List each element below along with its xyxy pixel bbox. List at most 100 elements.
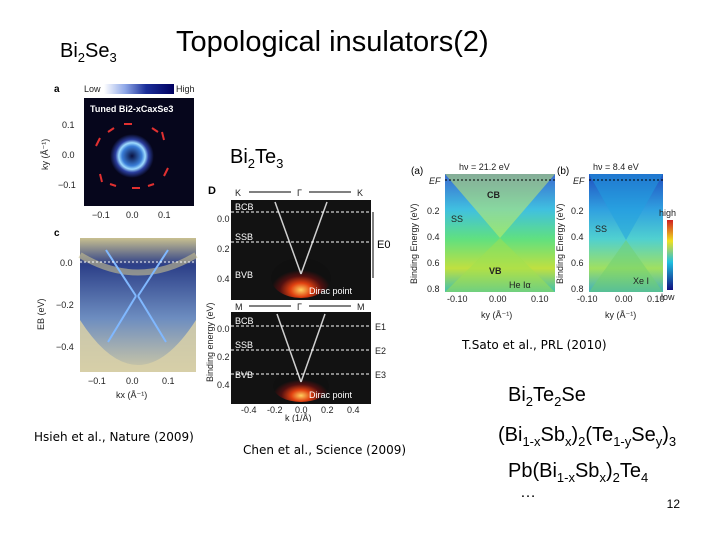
x-tick-b-2: 0.00 [615,294,633,304]
citation-sato: T.Sato et al., PRL (2010) [462,338,607,352]
y-tick-top-3: 0.4 [217,274,230,284]
conduction-cone-a [445,174,555,238]
bottom-path-m-left: M [235,302,243,312]
y-tick-a-2: 0.4 [427,232,440,242]
x-tick-2: -0.2 [267,405,283,415]
conduction-cone-b [589,174,663,240]
y-tick-top-2: 0.2 [217,244,230,254]
surface-bands-bottom [276,313,326,383]
label-pb-bisb-te4: Pb(Bi1-xSbx)2Te4 [508,460,649,485]
arpes-figure-bi2te3: D K Γ K BCB SSB BVB Dirac point E0 0.0 0… [205,182,395,422]
band-bvb-top: BVB [235,270,253,280]
citation-hsieh: Hsieh et al., Nature (2009) [34,430,194,444]
colorbar [104,84,174,94]
kx-bottom-tick-3: 0.1 [162,376,175,386]
y-axis-label: Binding energy (eV) [205,302,215,382]
y-tick-bottom-2: 0.2 [217,352,230,362]
y-tick-top-1: 0.0 [217,214,230,224]
label-bi2te2se: Bi2Te2Se [508,384,586,409]
surface-bands-top [274,201,328,275]
kx-top-tick-1: −0.1 [92,210,110,220]
eb-tick-3: −0.4 [56,342,74,352]
ky-tick-3: −0.1 [58,180,76,190]
eb-tick-2: −0.2 [56,300,74,310]
ef-label-b: EF [573,176,585,186]
x-tick-a-1: -0.10 [447,294,468,304]
dirac-point-top: Dirac point [309,286,353,296]
y-tick-b-2: 0.4 [571,232,584,242]
ef-label-a: EF [429,176,441,186]
y-tick-a-1: 0.2 [427,206,440,216]
y-tick-a-3: 0.6 [427,258,440,268]
band-bcb-top: BCB [235,202,254,212]
y-tick-b-1: 0.2 [571,206,584,216]
vb-label: VB [489,266,502,276]
x-tick-5: 0.4 [347,405,360,415]
ky-axis-label: ky (Å⁻¹) [40,139,50,170]
y-tick-b-3: 0.6 [571,258,584,268]
y-axis-label-a: Binding Energy (eV) [409,203,419,284]
dirac-point-bottom: Dirac point [309,390,353,400]
colorbar-high-label: High [176,84,195,94]
he-lalpha-label: He Iα [509,280,531,290]
surface-state-cone [105,249,169,343]
kx-top-tick-2: 0.0 [126,210,139,220]
colorbar-low-right: low [661,292,675,302]
ss-label-a: SS [451,214,463,224]
x-axis-label-a: ky (Å⁻¹) [481,310,512,320]
colorbar-high-right: high [659,208,676,218]
photon-energy-a: hν = 21.2 eV [459,162,510,172]
valence-cone-b [589,240,663,292]
bulk-valence-glow-top [271,258,331,298]
e1-label: E1 [375,322,386,332]
ky-tick-1: 0.1 [62,120,75,130]
y-tick-bottom-3: 0.4 [217,380,230,390]
x-axis-label-b: ky (Å⁻¹) [605,310,636,320]
top-path-k-left: K [235,188,241,198]
bottom-path-m-right: M [357,302,365,312]
ellipsis: … [520,484,536,501]
e2-label: E2 [375,346,386,356]
e3-label: E3 [375,370,386,380]
xe-label: Xe I [633,276,649,286]
arpes-figure-bi2se3: a Low High Tuned Bi2-xCaxSe3 0.1 0.0 −0.… [32,80,202,405]
ss-label-b: SS [595,224,607,234]
kx-top-tick-3: 0.1 [158,210,171,220]
y-tick-bottom-1: 0.0 [217,324,230,334]
fermi-ring [110,134,154,178]
eb-tick-1: 0.0 [60,258,73,268]
e0-label: E0 [377,239,390,251]
x-tick-a-2: 0.00 [489,294,507,304]
band-bvb-bottom: BVB [235,370,253,380]
band-ssb-top: SSB [235,232,253,242]
spin-arrows [95,123,169,189]
panel-d-label: D [208,185,216,197]
y-tick-b-4: 0.8 [571,284,584,294]
ky-tick-2: 0.0 [62,150,75,160]
x-tick-1: -0.4 [241,405,257,415]
cb-label: CB [487,190,500,200]
y-axis-label-b: Binding Energy (eV) [555,203,565,284]
x-tick-b-3: 0.10 [647,294,665,304]
y-tick-a-4: 0.8 [427,284,440,294]
x-tick-a-3: 0.10 [531,294,549,304]
citation-chen: Chen et al., Science (2009) [243,443,407,457]
bulk-valence-glow-bottom [273,370,329,402]
eb-axis-label: EB (eV) [36,298,46,330]
label-bi2se3: Bi2Se3 [60,40,117,65]
kx-bottom-tick-2: 0.0 [126,376,139,386]
panel-b-label-right: (b) [557,166,569,177]
top-path-k-right: K [357,188,363,198]
photon-energy-b: hν = 8.4 eV [593,162,639,172]
inset-title: Tuned Bi2-xCaxSe3 [90,104,173,114]
arpes-figure-bi2te2se: (a) hν = 21.2 eV (b) hν = 8.4 eV EF CB S… [407,160,685,328]
x-tick-4: 0.2 [321,405,334,415]
panel-c-label: c [54,228,60,239]
valence-cone-a [445,238,555,292]
x-tick-3: 0.0 [295,405,308,415]
colorbar-low-label: Low [84,84,101,94]
kx-axis-label: kx (Å⁻¹) [116,390,147,400]
slide-title: Topological insulators(2) [176,26,489,58]
page-number: 12 [666,497,680,511]
panel-a-label-right: (a) [411,166,423,177]
